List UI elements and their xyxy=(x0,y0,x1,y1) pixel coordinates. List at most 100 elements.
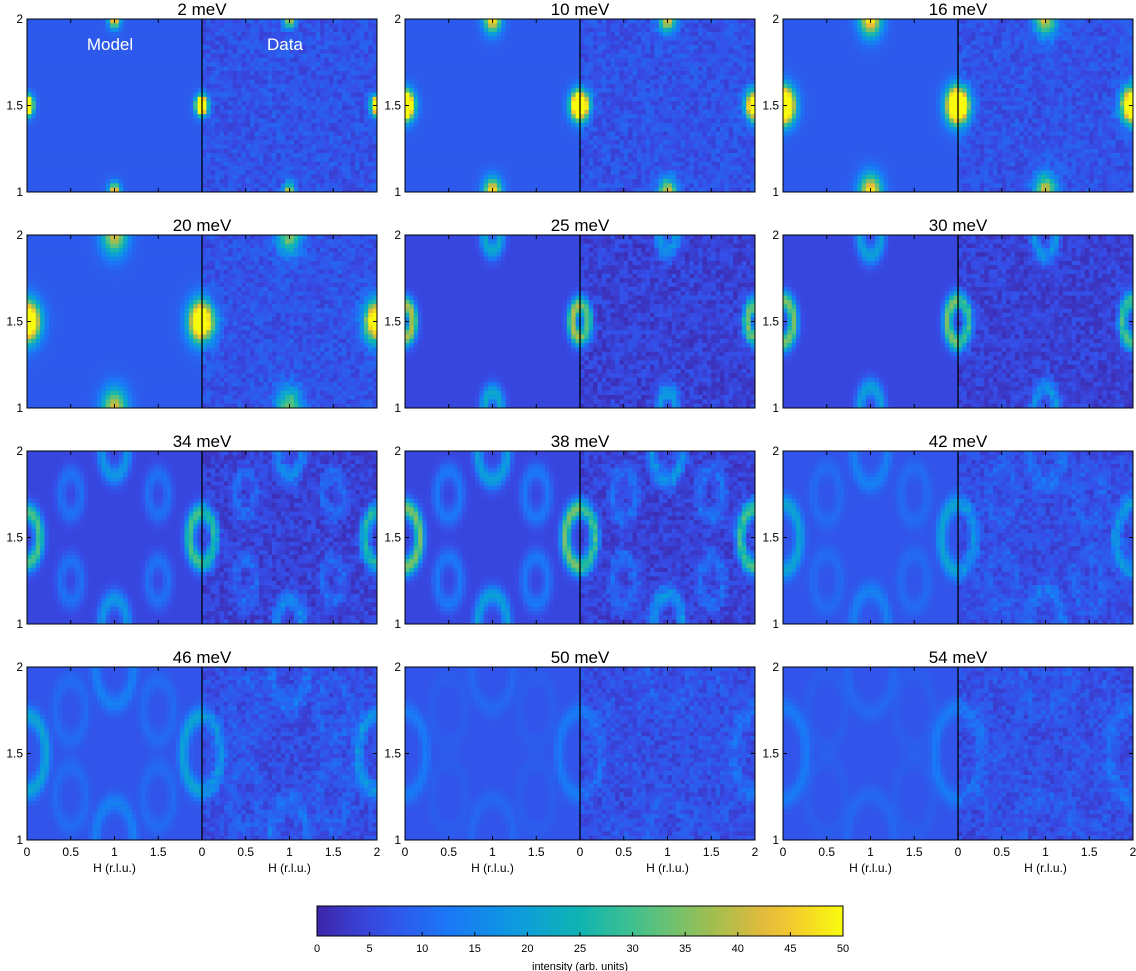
data-label: Data xyxy=(267,35,303,54)
colorbar-tick-label: 45 xyxy=(784,943,796,955)
heatmap-panel: 20 meV 1 1.5 2 xyxy=(6,216,377,415)
x-axis-label: H (r.l.u.) xyxy=(471,861,514,875)
heatmap-panel: 16 meV 1 1.5 2 xyxy=(762,0,1133,199)
panel-title: 16 meV xyxy=(929,0,988,19)
y-tick-label: 1.5 xyxy=(762,747,779,761)
x-tick-label: 0.5 xyxy=(62,845,79,859)
y-tick-label: 2 xyxy=(16,660,23,674)
x-axis-label: H (r.l.u.) xyxy=(849,861,892,875)
y-tick-label: 2 xyxy=(772,660,779,674)
x-axis-label: H (r.l.u.) xyxy=(1024,861,1067,875)
y-tick-label: 2 xyxy=(16,228,23,242)
y-tick-label: 2 xyxy=(16,12,23,26)
colorbar-tick-label: 20 xyxy=(521,943,533,955)
x-tick-label: 0 xyxy=(955,845,962,859)
x-axis-label: H (r.l.u.) xyxy=(268,861,311,875)
colorbar: 0 5 10 15 20 25 30 35 40 45 50 intensity (arb. unit… xyxy=(314,906,849,971)
y-tick-label: 1 xyxy=(394,185,401,199)
y-tick-label: 1.5 xyxy=(762,531,779,545)
panel-title: 10 meV xyxy=(551,0,610,19)
y-tick-label: 1 xyxy=(772,617,779,631)
y-tick-label: 1.5 xyxy=(762,315,779,329)
x-tick-label: 2 xyxy=(752,845,759,859)
y-tick-label: 2 xyxy=(394,444,401,458)
x-tick-label: 0.5 xyxy=(818,845,835,859)
heatmap-panel: 54 meV 1 1.5 2 0 0.5 1 1.5 0 0.5 1 1.5 2 H (r.l.u.) H … xyxy=(762,648,1136,875)
model-label: Model xyxy=(87,35,133,54)
panel-title: 34 meV xyxy=(173,432,232,451)
y-tick-label: 1.5 xyxy=(384,531,401,545)
y-tick-label: 1.5 xyxy=(6,531,23,545)
colorbar-tick-label: 30 xyxy=(626,943,638,955)
y-tick-label: 2 xyxy=(16,444,23,458)
y-tick-label: 1 xyxy=(772,185,779,199)
y-tick-label: 1 xyxy=(772,401,779,415)
y-tick-label: 1.5 xyxy=(6,315,23,329)
x-tick-label: 1 xyxy=(867,845,874,859)
x-tick-label: 1 xyxy=(1042,845,1049,859)
panel-title: 46 meV xyxy=(173,648,232,667)
y-tick-label: 1 xyxy=(772,833,779,847)
y-tick-label: 1 xyxy=(16,401,23,415)
x-tick-label: 1.5 xyxy=(150,845,167,859)
y-tick-label: 2 xyxy=(772,228,779,242)
x-tick-label: 1.5 xyxy=(528,845,545,859)
colorbar-tick-label: 5 xyxy=(367,943,373,955)
panel-title: 2 meV xyxy=(177,0,227,19)
x-tick-label: 0 xyxy=(199,845,206,859)
colorbar-tick-label: 50 xyxy=(837,943,849,955)
x-tick-label: 0 xyxy=(780,845,787,859)
y-tick-label: 1.5 xyxy=(384,99,401,113)
colorbar-tick-label: 40 xyxy=(732,943,744,955)
colorbar-gradient xyxy=(317,906,843,936)
y-tick-label: 1 xyxy=(394,401,401,415)
x-tick-label: 0.5 xyxy=(615,845,632,859)
y-tick-label: 2 xyxy=(772,12,779,26)
colorbar-tick-label: 10 xyxy=(416,943,428,955)
panel-title: 20 meV xyxy=(173,216,232,235)
x-tick-label: 1.5 xyxy=(703,845,720,859)
colorbar-tick-label: 35 xyxy=(679,943,691,955)
x-tick-label: 2 xyxy=(1130,845,1136,859)
x-tick-label: 0 xyxy=(577,845,584,859)
x-tick-label: 0.5 xyxy=(993,845,1010,859)
colorbar-tick-label: 0 xyxy=(314,943,320,955)
panel-title: 54 meV xyxy=(929,648,988,667)
x-axis-label: H (r.l.u.) xyxy=(646,861,689,875)
x-tick-label: 1 xyxy=(489,845,496,859)
y-tick-label: 1.5 xyxy=(6,747,23,761)
heatmap-panel: 30 meV 1 1.5 2 xyxy=(762,216,1133,415)
x-tick-label: 1.5 xyxy=(1081,845,1098,859)
x-tick-label: 0 xyxy=(402,845,409,859)
panel-title: 42 meV xyxy=(929,432,988,451)
colorbar-tick-label: 25 xyxy=(574,943,586,955)
x-tick-label: 1 xyxy=(286,845,293,859)
panel-title: 30 meV xyxy=(929,216,988,235)
colorbar-label: intensity (arb. units) xyxy=(532,961,628,971)
x-tick-label: 0.5 xyxy=(237,845,254,859)
y-tick-label: 1.5 xyxy=(6,99,23,113)
heatmap-panel: 42 meV 1 1.5 2 xyxy=(762,432,1133,631)
x-tick-label: 1 xyxy=(111,845,118,859)
x-tick-label: 1.5 xyxy=(325,845,342,859)
x-tick-label: 1 xyxy=(664,845,671,859)
x-tick-label: 0 xyxy=(24,845,31,859)
x-tick-label: 1.5 xyxy=(906,845,923,859)
y-tick-label: 1 xyxy=(394,833,401,847)
y-tick-label: 1 xyxy=(16,833,23,847)
y-tick-label: 1.5 xyxy=(384,315,401,329)
colorbar-tick-label: 15 xyxy=(469,943,481,955)
y-tick-label: 1.5 xyxy=(762,99,779,113)
x-tick-label: 0.5 xyxy=(440,845,457,859)
y-tick-label: 2 xyxy=(772,444,779,458)
y-tick-label: 1.5 xyxy=(384,747,401,761)
x-tick-label: 2 xyxy=(374,845,381,859)
